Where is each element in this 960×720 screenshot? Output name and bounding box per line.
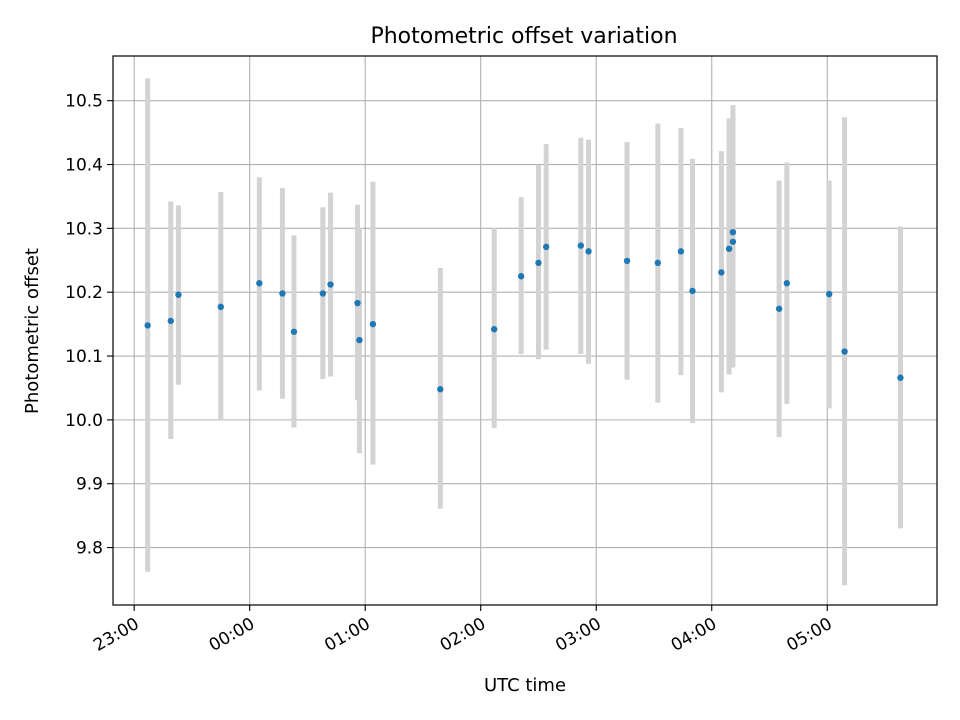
data-point bbox=[217, 303, 225, 311]
data-point bbox=[841, 348, 848, 355]
data-point bbox=[517, 273, 525, 280]
y-tick-label: 9.9 bbox=[76, 475, 103, 495]
x-tick-label: 23:00 bbox=[90, 614, 142, 656]
y-tick-label: 10.2 bbox=[65, 283, 103, 303]
data-point bbox=[356, 336, 363, 344]
x-tick-label: 00:00 bbox=[206, 614, 258, 656]
data-point bbox=[577, 242, 585, 249]
x-tick-label: 02:00 bbox=[437, 614, 489, 656]
x-tick-label: 05:00 bbox=[783, 614, 835, 656]
data-point bbox=[354, 299, 361, 307]
x-tick-label: 01:00 bbox=[321, 614, 373, 656]
data-point bbox=[677, 248, 685, 255]
data-point bbox=[654, 259, 662, 267]
data-point bbox=[623, 257, 631, 265]
data-point bbox=[775, 305, 783, 312]
data-point bbox=[897, 374, 904, 381]
data-point bbox=[825, 290, 833, 298]
chart-title: Photometric offset variation bbox=[370, 24, 677, 49]
y-tick-label: 10.5 bbox=[65, 92, 103, 112]
data-point bbox=[327, 281, 334, 288]
data-point bbox=[175, 291, 182, 298]
data-point bbox=[542, 243, 550, 251]
data-point bbox=[783, 280, 791, 287]
data-point bbox=[167, 317, 174, 325]
plot-frame bbox=[112, 55, 938, 606]
data-point bbox=[718, 269, 725, 276]
data-point bbox=[369, 320, 377, 328]
data-point bbox=[689, 287, 696, 295]
y-tick-label: 10.1 bbox=[65, 347, 103, 367]
x-tick-label: 03:00 bbox=[552, 614, 604, 656]
data-point bbox=[535, 259, 542, 267]
y-tick-label: 9.8 bbox=[76, 539, 103, 559]
y-tick-label: 10.3 bbox=[65, 219, 103, 239]
y-tick-label: 10.0 bbox=[65, 411, 103, 431]
grid-layer bbox=[113, 56, 937, 605]
errorbar-layer bbox=[145, 78, 903, 586]
point-layer bbox=[144, 228, 904, 393]
data-point bbox=[256, 280, 263, 287]
data-point bbox=[144, 322, 151, 329]
data-point bbox=[290, 328, 298, 335]
data-point bbox=[319, 290, 327, 297]
data-point bbox=[725, 245, 733, 252]
data-point bbox=[490, 326, 498, 333]
y-tick-label: 10.4 bbox=[65, 156, 103, 176]
x-axis-label: UTC time bbox=[484, 675, 566, 696]
x-tick-label: 04:00 bbox=[668, 614, 720, 656]
data-point bbox=[729, 238, 737, 245]
data-point bbox=[585, 248, 592, 255]
data-point bbox=[279, 290, 286, 297]
y-axis-label: Photometric offset bbox=[22, 248, 43, 414]
data-point bbox=[729, 228, 737, 236]
data-point bbox=[437, 386, 444, 393]
